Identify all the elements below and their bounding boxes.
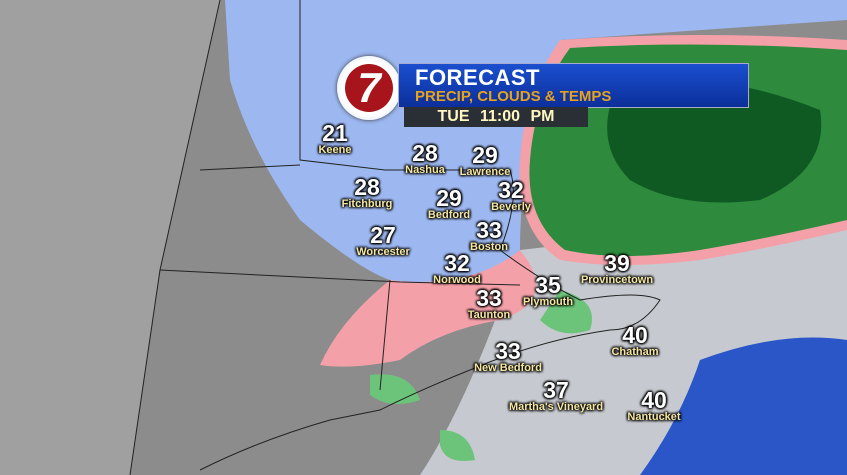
city-label: 33 New Bedford <box>474 338 542 375</box>
forecast-banner: FORECAST PRECIP, CLOUDS & TEMPS <box>398 63 749 108</box>
forecast-time: TUE 11:00 PM <box>404 107 588 127</box>
city-label: 28 Fitchburg <box>341 174 393 211</box>
city-label: 21 Keene <box>318 120 352 157</box>
city-label: 29 Bedford <box>427 185 471 222</box>
city-label: 27 Worcester <box>356 222 410 259</box>
city-label: 40 Nantucket <box>627 387 681 424</box>
city-label: 33 Boston <box>470 217 508 254</box>
city-label: 29 Lawrence <box>459 142 511 179</box>
subtitle: PRECIP, CLOUDS & TEMPS <box>415 88 612 105</box>
city-label: 39 Provincetown <box>580 250 654 287</box>
city-label: 33 Taunton <box>467 285 511 322</box>
title: FORECAST <box>415 65 540 90</box>
city-label: 40 Chatham <box>611 322 659 359</box>
city-label: 32 Norwood <box>433 250 481 287</box>
city-label: 28 Nashua <box>405 140 445 177</box>
city-label: 37 Martha's Vineyard <box>508 377 604 414</box>
city-label: 32 Beverly <box>491 177 531 214</box>
city-label: 35 Plymouth <box>522 272 574 309</box>
channel-7-logo: 7 <box>337 56 401 120</box>
